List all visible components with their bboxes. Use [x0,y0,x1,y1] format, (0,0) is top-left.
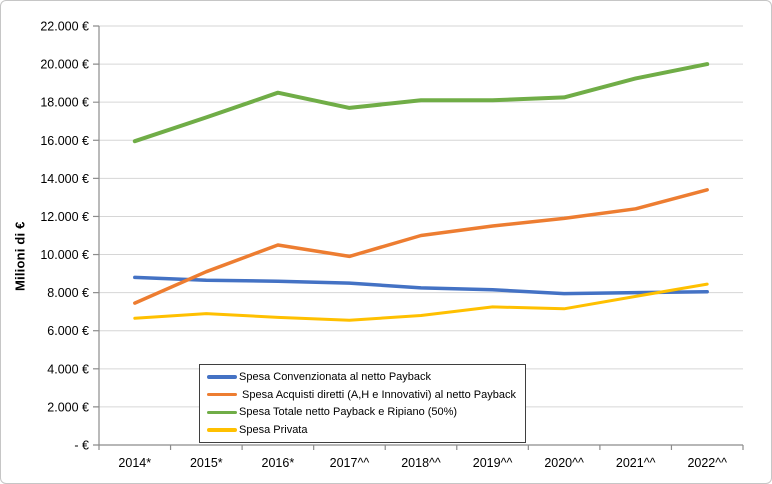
y-tick-label: 22.000 € [40,20,89,34]
series-line-1 [133,275,709,296]
legend-item-2: Spesa Acquisti diretti (A,H e Innovativi… [207,386,519,404]
x-tick-label: 2020^^ [544,456,584,470]
legend-line-swatch [207,410,237,415]
x-tick-label: 2014* [118,456,151,470]
x-tick-label: 2019^^ [473,456,513,470]
legend-label: Spesa Convenzionata al netto Payback [239,370,432,383]
legend-line-swatch [207,428,237,432]
y-tick-label: - € [74,439,89,453]
x-tick-label: 2017^^ [330,456,370,470]
legend-label: Spesa Totale netto Payback e Ripiano (50… [239,406,458,419]
y-tick-label: 6.000 € [47,324,89,338]
x-tick-label: 2021^^ [616,456,656,470]
y-tick-label: 16.000 € [40,134,89,148]
x-tick-label: 2016* [262,456,295,470]
legend-item-4: Spesa Privata [207,421,519,439]
y-tick-label: 4.000 € [47,362,89,376]
legend-line-swatch [207,375,237,379]
y-tick-label: 20.000 € [40,58,89,72]
legend-label: Spesa Acquisti diretti (A,H e Innovativi… [239,388,516,401]
y-tick-label: 8.000 € [47,286,89,300]
y-tick-label: 2.000 € [47,400,89,414]
y-axis-title: Milioni di € [12,221,28,291]
y-tick-label: 10.000 € [40,248,89,262]
x-tick-label: 2018^^ [401,456,441,470]
x-tick-label: 2022^^ [687,456,727,470]
y-tick-label: 14.000 € [40,172,89,186]
series-line-3 [132,62,710,144]
x-tick-label: 2015* [190,456,223,470]
series-line-2 [133,188,709,305]
series-line-4 [133,282,709,322]
y-tick-label: 18.000 € [40,96,89,110]
legend-line-swatch [207,392,237,397]
legend-item-1: Spesa Convenzionata al netto Payback [207,368,519,386]
legend: Spesa Convenzionata al netto Payback Spe… [199,364,526,443]
y-tick-label: 12.000 € [40,210,89,224]
legend-item-3: Spesa Totale netto Payback e Ripiano (50… [207,404,519,422]
legend-label: Spesa Privata [239,424,308,437]
